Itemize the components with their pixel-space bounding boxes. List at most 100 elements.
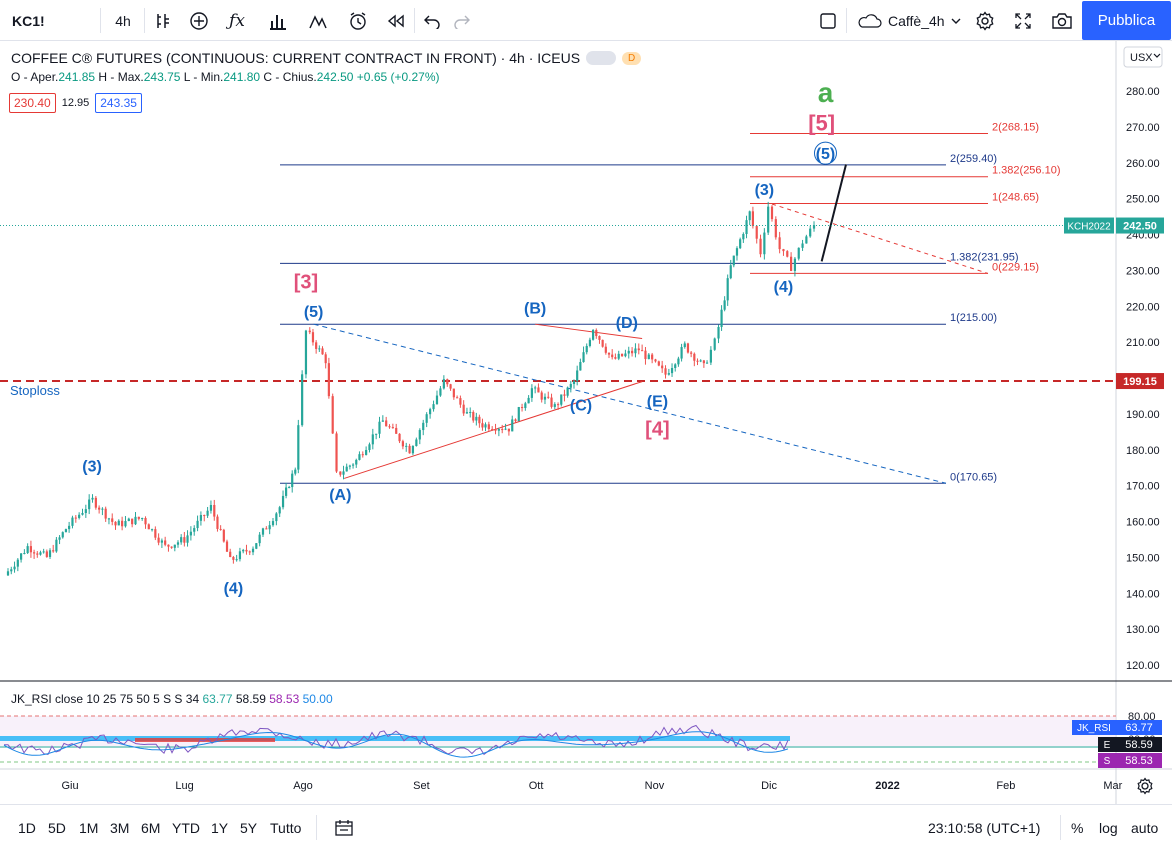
alert-clock-icon[interactable] xyxy=(340,0,376,41)
candle-up xyxy=(534,387,537,389)
candle-up xyxy=(767,206,770,233)
indicators-fx-icon[interactable]: ƒx xyxy=(229,10,245,31)
redo-icon[interactable] xyxy=(446,0,478,41)
range-5y-button[interactable]: 5Y xyxy=(240,805,257,849)
candle-up xyxy=(699,360,702,362)
range-1m-button[interactable]: 1M xyxy=(79,805,98,849)
percent-scale-toggle[interactable]: % xyxy=(1071,805,1083,849)
axis-settings-gear-icon[interactable] xyxy=(1137,777,1153,795)
candle-down xyxy=(164,540,167,545)
publish-button[interactable]: Pubblica xyxy=(1082,1,1171,40)
wave-label: (5) xyxy=(816,146,836,163)
rsi-legend[interactable]: JK_RSI close 10 25 75 50 5 S S 34 63.77 … xyxy=(11,692,333,706)
range-label: Tutto xyxy=(270,819,302,836)
candle-up xyxy=(268,525,271,530)
x-tick-label: Ott xyxy=(529,780,544,792)
snapshot-camera-icon[interactable] xyxy=(1044,0,1080,41)
fib-level-label: 1(248.65) xyxy=(992,191,1039,203)
triangle-upper-line xyxy=(535,323,643,340)
range-6m-button[interactable]: 6M xyxy=(141,805,160,849)
log-scale-toggle[interactable]: log xyxy=(1099,805,1118,849)
candle-down xyxy=(751,211,754,227)
layout-name-button[interactable]: Caffè_4h xyxy=(852,0,970,41)
bar-chart-type-icon[interactable] xyxy=(260,0,296,41)
auto-scale-toggle[interactable]: auto xyxy=(1131,805,1158,849)
interval-button[interactable]: 4h xyxy=(104,0,142,41)
change-value: +0.65 (+0.27%) xyxy=(356,70,440,84)
candle-down xyxy=(481,423,484,428)
low-label: L - Min. xyxy=(183,70,224,84)
layout-select-icon[interactable] xyxy=(812,0,844,41)
candle-down xyxy=(759,238,762,255)
range-label: 5D xyxy=(48,819,66,836)
templates-icon[interactable] xyxy=(300,0,336,41)
candle-down xyxy=(388,426,391,428)
settings-gear-icon[interactable] xyxy=(968,0,1002,41)
candle-up xyxy=(61,532,64,538)
candle-up xyxy=(193,528,196,532)
range-1d-button[interactable]: 1D xyxy=(18,805,36,849)
delayed-badge[interactable]: D xyxy=(622,52,642,65)
legend-more-icon[interactable] xyxy=(586,51,617,65)
candle-down xyxy=(137,516,140,519)
close-label: C - Chius. xyxy=(263,70,317,84)
add-symbol-icon[interactable] xyxy=(182,0,216,41)
rsi-tag-e-value: 58.59 xyxy=(1125,739,1153,751)
range-5d-button[interactable]: 5D xyxy=(48,805,66,849)
candle-up xyxy=(569,384,572,388)
range-all-button[interactable]: Tutto xyxy=(270,805,301,849)
candle-down xyxy=(690,352,693,354)
buy-price-box[interactable]: 243.35 xyxy=(95,93,142,113)
candle-up xyxy=(411,446,415,454)
candle-up xyxy=(739,239,742,249)
undo-icon[interactable] xyxy=(416,0,448,41)
wave-label: (A) xyxy=(329,487,351,504)
rsi-value-4: 50.00 xyxy=(302,692,333,706)
candle-up xyxy=(677,358,680,365)
candle-up xyxy=(68,525,71,530)
range-ytd-button[interactable]: YTD xyxy=(172,805,200,849)
currency-dropdown[interactable]: USX xyxy=(1123,46,1163,68)
fib-levels[interactable]: 2(268.15) 2(259.40)1.382(256.10) 1(248.65)… xyxy=(0,122,1116,484)
candle-up xyxy=(442,379,445,389)
sell-price-box[interactable]: 230.40 xyxy=(9,93,56,113)
y-tick-label: 250.00 xyxy=(1126,194,1160,206)
candle-up xyxy=(84,509,87,514)
candle-up xyxy=(735,248,739,256)
candle-up xyxy=(504,428,507,430)
candle-up xyxy=(81,513,84,515)
publish-label: Pubblica xyxy=(1097,12,1156,29)
candle-up xyxy=(484,424,487,428)
fullscreen-icon[interactable] xyxy=(1006,0,1040,41)
candle-down xyxy=(651,354,654,360)
candle-up xyxy=(186,535,189,543)
price-chart[interactable]: 120.00 130.00 140.00 150.00 160.00 170.00 180.… xyxy=(0,41,1172,804)
range-label: 3M xyxy=(110,819,130,836)
candle-down xyxy=(462,404,465,414)
wave-labels[interactable]: (3) (4) (5) [3] (A) (B) (C) (D) (E) [4] (3) (4) (5) [… xyxy=(82,77,837,597)
clock-timezone[interactable]: 23:10:58 (UTC+1) xyxy=(928,805,1040,849)
replay-icon[interactable] xyxy=(378,0,414,41)
chart-legend-title[interactable]: COFFEE C® FUTURES (CONTINUOUS: CURRENT C… xyxy=(11,50,642,66)
indicators-compare-icon[interactable] xyxy=(146,0,180,41)
candle-up xyxy=(275,513,278,522)
candle-up xyxy=(189,531,192,536)
candle-up xyxy=(23,552,26,554)
chart-area[interactable]: 120.00 130.00 140.00 150.00 160.00 170.00 180.… xyxy=(0,41,1172,804)
candle-up xyxy=(683,343,686,348)
candle-down xyxy=(121,520,124,527)
projection-line xyxy=(820,164,847,262)
candle-up xyxy=(251,548,255,553)
candle-up xyxy=(39,552,42,555)
date-range-calendar-icon[interactable] xyxy=(334,805,354,849)
candle-down xyxy=(391,427,394,429)
candle-up xyxy=(634,348,637,354)
range-3m-button[interactable]: 3M xyxy=(110,805,129,849)
y-tick-label: 120.00 xyxy=(1126,660,1160,672)
symbol-search-button[interactable]: KC1! xyxy=(0,0,100,41)
candle-down xyxy=(686,343,690,353)
candle-up xyxy=(717,326,720,339)
candle-up xyxy=(278,507,281,514)
range-1y-button[interactable]: 1Y xyxy=(211,805,228,849)
candle-down xyxy=(94,497,97,508)
